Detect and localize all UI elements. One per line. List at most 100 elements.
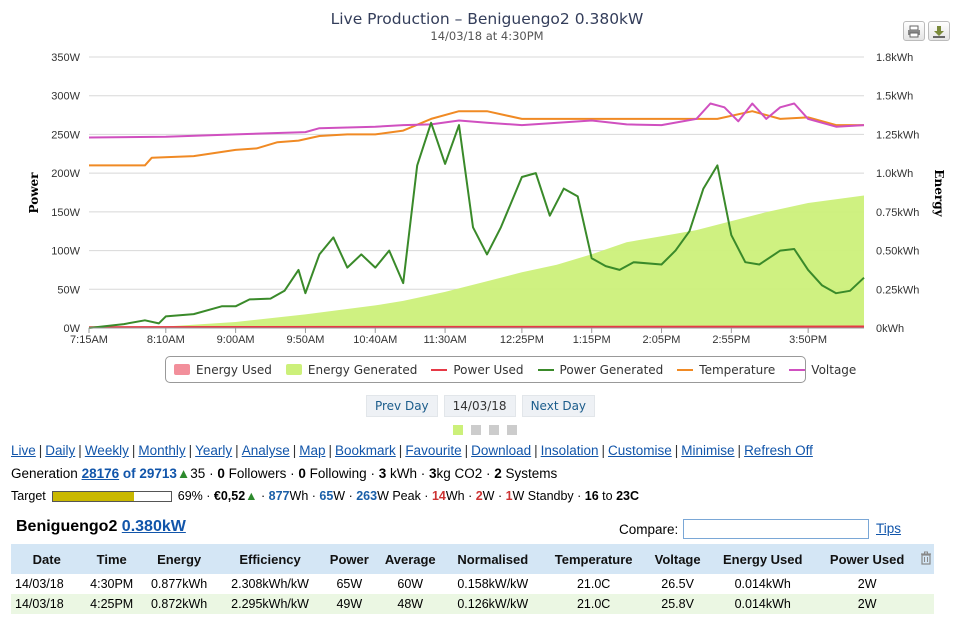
column-header-average[interactable]: Average xyxy=(375,544,445,574)
next-day-button[interactable]: Next Day xyxy=(521,395,596,417)
x-tick-label: 3:50PM xyxy=(789,334,827,346)
legend-label: Power Used xyxy=(453,362,524,377)
nav-link-weekly[interactable]: Weekly xyxy=(84,443,129,458)
nav-link-download[interactable]: Download xyxy=(471,443,532,458)
trash-icon[interactable] xyxy=(920,551,932,568)
column-header-time[interactable]: Time xyxy=(82,544,141,574)
column-header-energy[interactable]: Energy xyxy=(140,544,218,574)
x-tick-label: 2:05PM xyxy=(643,334,681,346)
money-up-icon: ▲ xyxy=(245,489,258,503)
legend-item-energy-generated[interactable]: Energy Generated xyxy=(285,363,417,377)
print-button[interactable] xyxy=(903,21,925,41)
nav-link-analyse[interactable]: Analyse xyxy=(241,443,290,458)
power-w-unit: W xyxy=(333,489,346,503)
generation-summary: Generation 28176 of 29713▲35 · 0 Followe… xyxy=(11,466,558,481)
compare-input[interactable] xyxy=(683,519,870,539)
current-date-button[interactable]: 14/03/18 xyxy=(443,395,516,417)
y-right-tick: 1.5kWh xyxy=(876,91,913,103)
legend-swatch xyxy=(789,368,806,371)
nav-link-customise[interactable]: Customise xyxy=(607,443,672,458)
column-header-power-used[interactable]: Power Used xyxy=(816,544,918,574)
legend-label: Energy Used xyxy=(196,362,272,377)
x-tick-label: 10:40AM xyxy=(353,334,397,346)
systems-count: 2 xyxy=(494,466,502,481)
column-header-temperature[interactable]: Temperature xyxy=(540,544,647,574)
column-header-voltage[interactable]: Voltage xyxy=(646,544,709,574)
y-left-tick: 0W xyxy=(64,323,81,335)
generation-of-total: of 29713 xyxy=(122,466,177,481)
y-right-tick: 0.50kWh xyxy=(876,246,919,258)
compare-label: Compare: xyxy=(619,521,679,537)
nav-link-refresh-off[interactable]: Refresh Off xyxy=(744,443,813,458)
chart-axes: 0W 0kWh 50W 0.25kWh 100W 0.50kWh 150W 0.75kWh 20… xyxy=(51,52,919,346)
print-icon xyxy=(908,25,920,37)
table-cell: 65W xyxy=(336,577,363,591)
table-row[interactable]: 14/03/18 4:30PM 0.877kWh 2.308kWh/kW 65W 60W 0… xyxy=(11,574,934,594)
nav-separator: | xyxy=(398,443,403,458)
x-tick-label: 9:00AM xyxy=(217,334,255,346)
legend-item-voltage[interactable]: Voltage xyxy=(789,363,856,377)
followers-label: Followers xyxy=(228,466,287,481)
nav-link-yearly[interactable]: Yearly xyxy=(195,443,233,458)
nav-separator: | xyxy=(601,443,605,458)
y-right-tick: 1.8kWh xyxy=(876,52,913,64)
generation-rank-link[interactable]: 28176 xyxy=(81,466,120,481)
nav-separator: | xyxy=(737,443,742,458)
prev-day-button[interactable]: Prev Day xyxy=(365,395,438,417)
column-header-date[interactable]: Date xyxy=(11,544,83,574)
x-tick-label: 12:25PM xyxy=(500,334,544,346)
target-progress-bar xyxy=(51,490,172,502)
column-header-energy-used[interactable]: Energy Used xyxy=(708,544,817,574)
legend-item-energy-used[interactable]: Energy Used xyxy=(174,363,272,377)
series-temperature-line xyxy=(89,110,864,167)
column-header-efficiency[interactable]: Efficiency xyxy=(217,544,323,574)
column-header-normalised[interactable]: Normalised xyxy=(444,544,541,574)
nav-separator: | xyxy=(534,443,538,458)
nav-separator: | xyxy=(38,443,43,458)
nav-link-minimise[interactable]: Minimise xyxy=(681,443,735,458)
table-cell-empty xyxy=(918,574,934,594)
y-left-tick: 300W xyxy=(51,91,80,103)
nav-link-daily[interactable]: Daily xyxy=(45,443,76,458)
chart-page-dot-3[interactable] xyxy=(489,425,499,435)
chart-svg: Live Production – Beniguengo2 0.380kW 14… xyxy=(27,10,946,346)
legend-item-temperature[interactable]: Temperature xyxy=(677,363,775,377)
column-header-power[interactable]: Power xyxy=(322,544,376,574)
systems-label: Systems xyxy=(505,466,558,481)
nav-link-favourite[interactable]: Favourite xyxy=(405,443,462,458)
system-size-link[interactable]: 0.380kW xyxy=(121,518,186,535)
tips-link[interactable]: Tips xyxy=(876,521,902,536)
chart-page-dot-4[interactable] xyxy=(507,425,517,435)
y-right-tick: 0.25kWh xyxy=(876,284,919,296)
table-cell: 49W xyxy=(322,594,376,614)
nav-link-insolation[interactable]: Insolation xyxy=(540,443,599,458)
series-voltage-line xyxy=(88,102,865,139)
nav-link-live[interactable]: Live xyxy=(11,443,36,458)
delete-column-header xyxy=(917,544,934,574)
chart-series xyxy=(88,102,865,329)
chart-page-dot-2[interactable] xyxy=(471,425,481,435)
legend-item-power-used[interactable]: Power Used xyxy=(431,362,524,377)
followers-count: 0 xyxy=(217,466,225,481)
compare-box: Compare: xyxy=(619,519,870,539)
nav-separator: | xyxy=(674,443,679,458)
legend-swatch xyxy=(537,368,554,371)
x-tick-label: 11:30AM xyxy=(423,334,466,346)
table-cell: 0.158kW/kW xyxy=(457,577,529,591)
table-row[interactable]: 14/03/18 4:25PM 0.872kWh 2.295kWh/kW 49W 48W 0… xyxy=(11,594,934,614)
x-tick-label: 1:15PM xyxy=(573,334,611,346)
nav-link-monthly[interactable]: Monthly xyxy=(138,443,186,458)
legend-item-power-generated[interactable]: Power Generated xyxy=(537,363,663,377)
nav-separator: | xyxy=(235,443,239,458)
target-label: Target xyxy=(11,489,46,503)
nav-link-map[interactable]: Map xyxy=(299,443,326,458)
nav-link-bookmark[interactable]: Bookmark xyxy=(335,443,396,458)
kwh-label: kWh xyxy=(389,466,417,481)
table-cell-empty xyxy=(917,594,934,614)
download-button[interactable] xyxy=(928,21,950,41)
legend-swatch xyxy=(677,368,694,371)
chart-page-dot-1[interactable] xyxy=(453,425,463,435)
temp-low: 16 xyxy=(584,489,599,503)
download-icon xyxy=(933,25,945,38)
peak-unit: W Peak xyxy=(377,489,421,503)
